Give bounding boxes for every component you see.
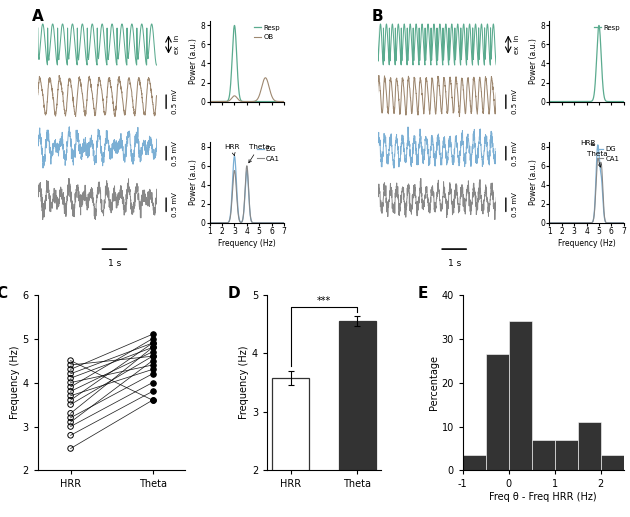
- Point: [147, 347, 158, 356]
- Y-axis label: Frequency (Hz): Frequency (Hz): [9, 346, 20, 419]
- Text: B: B: [372, 9, 383, 24]
- Text: HRR: HRR: [224, 144, 240, 156]
- Point: [66, 356, 76, 364]
- Point: [66, 370, 76, 378]
- Legend: DG, CA1: DG, CA1: [596, 145, 620, 162]
- Point: [147, 396, 158, 404]
- Bar: [601, 455, 624, 470]
- Point: [147, 352, 158, 360]
- Legend: DG, CA1: DG, CA1: [256, 145, 280, 162]
- Bar: [272, 378, 309, 517]
- Point: [66, 391, 76, 400]
- Text: 0.5 mV: 0.5 mV: [172, 89, 178, 114]
- Point: [66, 431, 76, 439]
- Bar: [578, 422, 601, 470]
- Bar: [486, 354, 509, 470]
- Text: ex  in: ex in: [175, 35, 180, 54]
- Text: 0.5 mV: 0.5 mV: [512, 192, 518, 217]
- Point: [147, 352, 158, 360]
- Point: [147, 334, 158, 343]
- Text: C: C: [0, 286, 8, 301]
- Text: ***: ***: [317, 296, 331, 306]
- Legend: Resp: Resp: [593, 24, 620, 32]
- Text: A: A: [32, 9, 43, 24]
- Point: [147, 330, 158, 338]
- Text: 0.5 mV: 0.5 mV: [172, 192, 178, 217]
- Y-axis label: Power (a.u.): Power (a.u.): [189, 159, 198, 205]
- Text: ex  in: ex in: [514, 35, 520, 54]
- Point: [147, 343, 158, 352]
- Y-axis label: Frequency (Hz): Frequency (Hz): [239, 346, 249, 419]
- Point: [147, 370, 158, 378]
- Legend: Resp, OB: Resp, OB: [253, 24, 280, 41]
- Text: 0.5 mV: 0.5 mV: [172, 141, 178, 165]
- Point: [147, 339, 158, 347]
- Point: [66, 365, 76, 373]
- Bar: [509, 321, 532, 470]
- Y-axis label: Power (a.u.): Power (a.u.): [529, 38, 537, 84]
- Point: [147, 361, 158, 369]
- Bar: [555, 439, 578, 470]
- Point: [147, 365, 158, 373]
- Point: [66, 414, 76, 422]
- Text: E: E: [418, 286, 428, 301]
- Point: [147, 343, 158, 352]
- Bar: [463, 455, 486, 470]
- Y-axis label: Power (a.u.): Power (a.u.): [529, 159, 537, 205]
- Point: [147, 339, 158, 347]
- Bar: [339, 321, 376, 517]
- Text: D: D: [227, 286, 240, 301]
- Point: [147, 396, 158, 404]
- Point: [66, 444, 76, 452]
- Bar: [532, 439, 555, 470]
- X-axis label: Frequency (Hz): Frequency (Hz): [558, 239, 616, 248]
- Point: [66, 409, 76, 417]
- Text: HRR: HRR: [580, 140, 596, 146]
- Point: [66, 418, 76, 426]
- Text: 0.5 mV: 0.5 mV: [512, 89, 518, 114]
- Point: [66, 383, 76, 391]
- Text: Theta: Theta: [249, 144, 270, 163]
- Point: [66, 387, 76, 396]
- Point: [147, 378, 158, 387]
- Point: [147, 387, 158, 396]
- Text: Theta: Theta: [587, 151, 607, 167]
- X-axis label: Frequency (Hz): Frequency (Hz): [218, 239, 276, 248]
- Text: 0.5 mV: 0.5 mV: [512, 141, 518, 165]
- Point: [66, 422, 76, 431]
- Text: 1 s: 1 s: [108, 258, 121, 268]
- Point: [66, 378, 76, 387]
- Point: [66, 400, 76, 408]
- Point: [147, 356, 158, 364]
- X-axis label: Freq θ - Freq HRR (Hz): Freq θ - Freq HRR (Hz): [490, 492, 597, 503]
- Point: [66, 374, 76, 382]
- Y-axis label: Percentage: Percentage: [428, 355, 438, 410]
- Text: 1 s: 1 s: [447, 258, 461, 268]
- Point: [66, 361, 76, 369]
- Y-axis label: Power (a.u.): Power (a.u.): [189, 38, 198, 84]
- Point: [66, 396, 76, 404]
